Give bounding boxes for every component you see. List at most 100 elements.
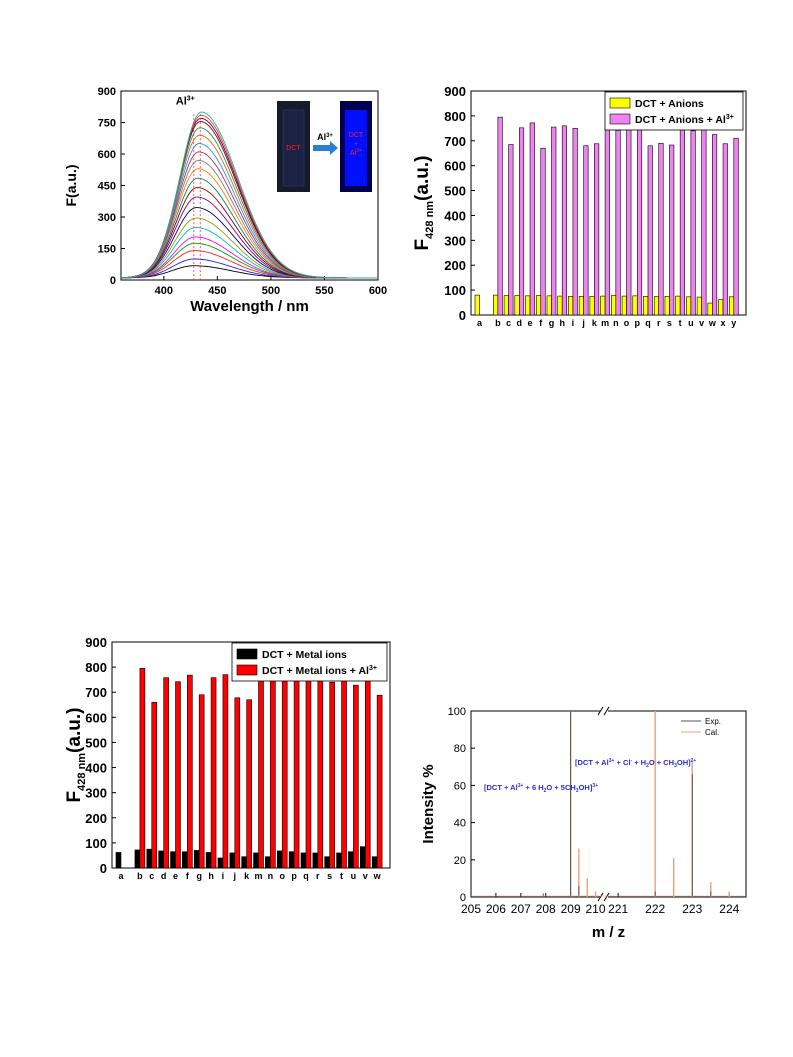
- bar-series1: [589, 296, 595, 316]
- annotation-part: O + CH: [649, 758, 674, 767]
- bar-series1: [265, 856, 271, 869]
- bar-series2: [712, 134, 718, 316]
- x-tick-label: 400: [155, 285, 173, 297]
- bar-series1: [115, 852, 122, 869]
- x-tick-label: s: [667, 318, 672, 328]
- bar-series1: [600, 295, 606, 316]
- y-tick-label: 0: [460, 892, 466, 904]
- annotation-sub: 3: [674, 763, 677, 769]
- x-tick-label: h: [208, 871, 214, 881]
- axis-break-gap: [600, 894, 608, 900]
- axis-break-mark: [597, 892, 604, 902]
- bar-series2: [519, 127, 525, 316]
- y-tick-label: 400: [85, 761, 107, 776]
- x-tick-label: 205: [461, 902, 481, 916]
- x-tick-label: v: [699, 318, 704, 328]
- axis-break-mark: [603, 706, 610, 716]
- bar-series1: [158, 850, 164, 869]
- bar-series1: [359, 846, 366, 869]
- annotation-right: [DCT + Al3+ + Cl- + H2O + CH3OH]2+: [575, 758, 696, 769]
- x-tick-label: b: [495, 318, 501, 328]
- x-tick-label: w: [708, 318, 717, 328]
- y-tick-label: 100: [444, 283, 466, 298]
- x-tick-label: 206: [486, 902, 506, 916]
- x-tick-label: j: [233, 871, 237, 881]
- axis-break-gap: [600, 708, 608, 714]
- bar-series1: [348, 851, 354, 869]
- annotation-sup: -: [630, 758, 632, 764]
- bar-series2: [497, 116, 503, 316]
- bar-series2: [222, 674, 229, 869]
- legend-label: DCT + Metal ions + Al3+: [262, 665, 377, 677]
- inset-right-label: +: [354, 141, 358, 148]
- bar-series1: [653, 296, 660, 316]
- annotation-part: OH]: [677, 758, 691, 767]
- bar-series2: [647, 145, 653, 316]
- bar-series1: [170, 851, 176, 869]
- mass-panel: 0 20 40 60 80 100 205 206 207 208 209 210 221 222 223 2…: [413, 692, 758, 954]
- y-tick-label: 750: [98, 118, 116, 130]
- bar-series1: [493, 294, 499, 316]
- y-tick-label: 100: [448, 706, 466, 718]
- peak-label: Al3+: [176, 96, 195, 108]
- bar-series2: [293, 673, 300, 869]
- x-tick-label: h: [559, 318, 565, 328]
- bar-series2: [604, 126, 610, 316]
- bar-series1: [503, 295, 509, 316]
- x-tick-label: 223: [682, 902, 702, 916]
- y-tick-label: 80: [454, 743, 466, 755]
- bar-series1: [474, 294, 480, 316]
- x-tick-label: q: [645, 318, 651, 328]
- x-tick-label: r: [657, 318, 661, 328]
- bar-series2: [281, 679, 288, 869]
- annotation-sup: 3+: [518, 783, 524, 789]
- spectrum-line: [121, 177, 378, 279]
- bar-series1: [718, 299, 724, 316]
- bar-series1: [193, 850, 200, 869]
- bar-series2: [364, 674, 371, 869]
- y-axis-label: F(a.u.): [63, 165, 79, 207]
- x-axis-label: m / z: [592, 924, 625, 941]
- annotation-sub: 2: [544, 788, 547, 794]
- bar-series1: [336, 852, 342, 869]
- x-tick-label: e: [528, 318, 533, 328]
- y-tick-label: 300: [444, 233, 466, 248]
- x-tick-label: t: [679, 318, 682, 328]
- annotation-sub: 2: [646, 763, 649, 769]
- spectra-panel: 0 150 300 450 600 750 900 400 450 500 550 600 Wavele…: [60, 80, 390, 320]
- bar-series2: [198, 694, 205, 869]
- x-tick-label: k: [244, 871, 250, 881]
- plot-frame: [470, 710, 747, 898]
- legend-swatch: [609, 113, 631, 125]
- y-tick-label: 800: [444, 109, 466, 124]
- inset-arrow-label: Al3+: [317, 132, 333, 142]
- legend-label: Cal.: [705, 728, 719, 737]
- bar-series1: [525, 295, 531, 316]
- x-tick-label: q: [303, 871, 309, 881]
- y-tick-label: 60: [454, 780, 466, 792]
- y-axis-label-suffix: (a.u.): [64, 708, 85, 753]
- axis-break-mark: [603, 892, 610, 902]
- bar-series1: [514, 295, 520, 316]
- annotation-part: + H: [632, 758, 646, 767]
- legend-label: DCT + Anions + Al3+: [635, 114, 734, 126]
- bar-series1: [288, 851, 295, 869]
- inset-right-label: DCT: [349, 132, 364, 139]
- annotation-part: + Cl: [614, 758, 630, 767]
- x-tick-label: m: [255, 871, 263, 881]
- y-tick-label: 500: [85, 735, 107, 750]
- bar-series1: [241, 856, 247, 869]
- bar-series1: [632, 295, 638, 316]
- bar-series1: [205, 852, 212, 869]
- bar-series2: [722, 143, 728, 316]
- bar-series1: [621, 295, 627, 316]
- y-tick-label: 800: [85, 660, 107, 675]
- bar-series2: [701, 121, 707, 316]
- bar-series1: [578, 296, 584, 316]
- x-tick-label: a: [118, 871, 124, 881]
- legend-label-sup: 3+: [726, 114, 734, 121]
- x-tick-label: b: [137, 871, 143, 881]
- inset-left-label: DCT: [286, 145, 301, 152]
- y-tick-label: 20: [454, 855, 466, 867]
